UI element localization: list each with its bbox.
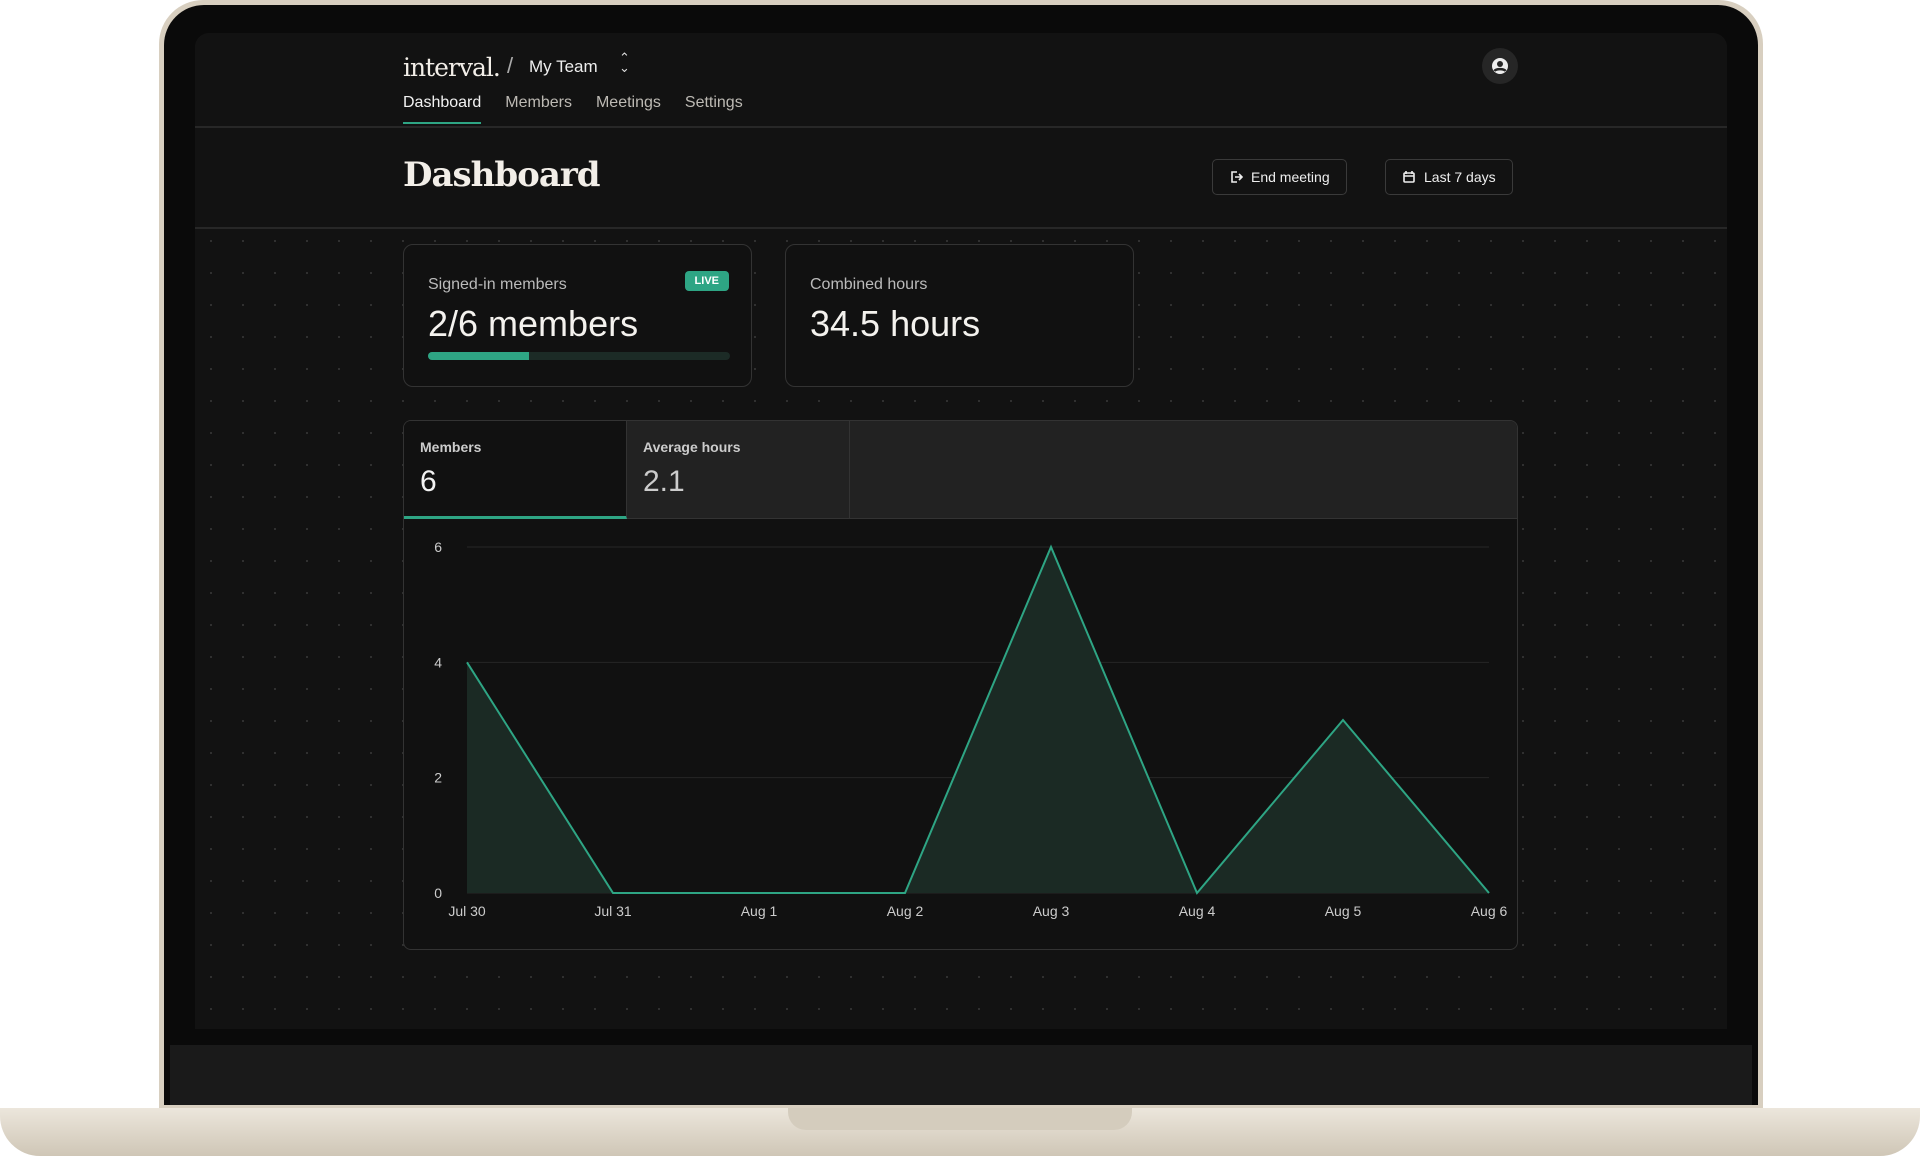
card-label: Combined hours [810, 276, 928, 293]
progress-fill [428, 352, 529, 360]
x-tick-label: Aug 4 [1179, 903, 1216, 919]
x-tick-label: Aug 3 [1033, 903, 1070, 919]
user-avatar-button[interactable] [1482, 48, 1518, 84]
series-line [466, 544, 1490, 895]
tab-dashboard[interactable]: Dashboard [403, 94, 482, 124]
y-tick-label: 0 [434, 885, 442, 901]
x-tick-label: Jul 30 [448, 903, 486, 919]
tab-label: Average hours [643, 439, 741, 455]
card-value: 2/6 members [428, 303, 639, 344]
tab-settings[interactable]: Settings [684, 94, 743, 111]
x-tick-label: Aug 6 [1471, 903, 1508, 919]
end-meeting-button[interactable]: End meeting [1212, 159, 1347, 195]
screen: interval. / My Team ⌃ ⌄ Dashboard Members… [195, 33, 1727, 1029]
members-progress-bar [428, 352, 730, 360]
tab-value: 2.1 [643, 465, 685, 498]
laptop-chin [170, 1045, 1752, 1105]
calendar-icon [1403, 171, 1415, 183]
live-badge: LIVE [684, 271, 729, 291]
top-bar: interval. / My Team ⌃ ⌄ Dashboard Members… [195, 33, 1727, 229]
header-divider [195, 227, 1727, 229]
chart-tabs: Members 6 Average hours 2.1 [404, 421, 1517, 519]
tab-meetings[interactable]: Meetings [595, 94, 661, 111]
end-meeting-label: End meeting [1251, 169, 1330, 185]
members-chart: 0 2 4 6 Jul 30 Jul 31 Aug 1 Aug 2 Aug 3 Aug 4 Aug … [434, 539, 1508, 919]
chart-tab-average-hours[interactable]: Average hours 2.1 [627, 421, 850, 519]
user-icon [1492, 58, 1508, 74]
y-tick-label: 2 [434, 770, 442, 786]
tab-members[interactable]: Members [505, 94, 572, 111]
team-switcher[interactable]: My Team [529, 57, 598, 76]
nav-divider [195, 126, 1727, 128]
chevron-up-down-icon[interactable]: ⌃ ⌄ [619, 50, 630, 75]
combined-hours-card: Combined hours 34.5 hours [785, 244, 1134, 387]
tab-value: 6 [420, 465, 437, 498]
main-nav: Dashboard Members Meetings Settings [403, 94, 743, 124]
x-tick-label: Aug 5 [1325, 903, 1362, 919]
page-title: Dashboard [403, 155, 601, 195]
y-tick-label: 6 [434, 539, 442, 555]
chart-tab-members[interactable]: Members 6 [404, 421, 627, 519]
y-tick-label: 4 [434, 654, 442, 670]
x-tick-label: Aug 2 [887, 903, 924, 919]
laptop-lip [788, 1108, 1132, 1130]
chart-panel: Members 6 Average hours 2.1 0 2 4 6 Jul 30 Ju… [403, 420, 1518, 950]
logo[interactable]: interval. [403, 53, 501, 82]
breadcrumb-separator: / [507, 53, 514, 78]
card-label: Signed-in members [428, 276, 567, 293]
tab-label: Members [420, 439, 482, 455]
date-range-button[interactable]: Last 7 days [1385, 159, 1513, 195]
signed-in-members-card: Signed-in members LIVE 2/6 members [403, 244, 752, 387]
date-range-label: Last 7 days [1424, 169, 1496, 185]
x-tick-label: Aug 1 [741, 903, 778, 919]
exit-icon [1231, 171, 1243, 183]
card-value: 34.5 hours [810, 303, 981, 344]
x-tick-label: Jul 31 [594, 903, 632, 919]
